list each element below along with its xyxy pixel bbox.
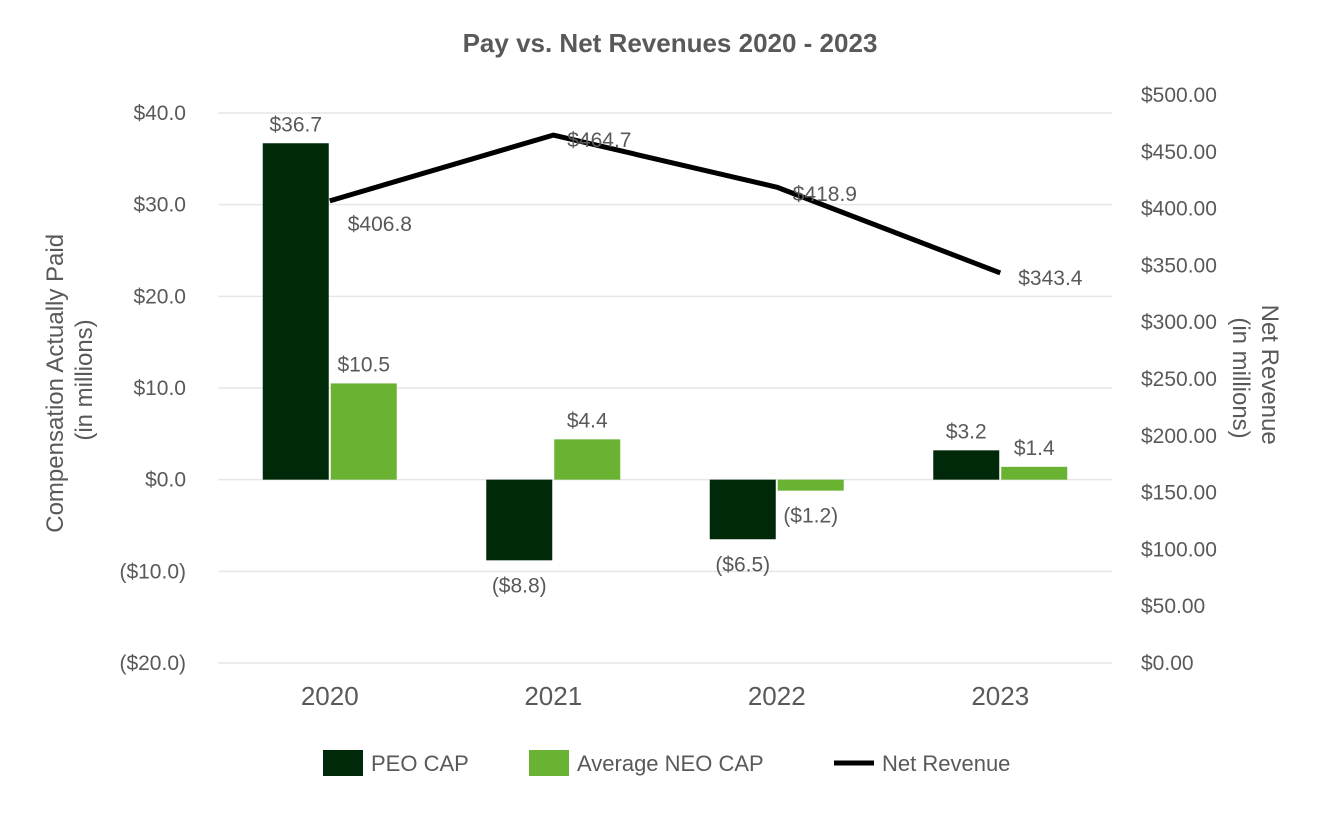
right-tick-label: $200.00 (1141, 425, 1217, 448)
line-data-label: $418.9 (793, 183, 857, 206)
left-tick-label: $0.0 (145, 469, 186, 492)
x-tick-label: 2023 (971, 681, 1029, 711)
bar (709, 479, 776, 540)
x-tick-label: 2020 (301, 681, 359, 711)
legend-label-neo: Average NEO CAP (577, 751, 764, 776)
right-tick-label: $100.00 (1141, 538, 1217, 561)
data-label: $36.7 (269, 113, 322, 136)
legend-label-revenue: Net Revenue (882, 751, 1010, 776)
left-tick-label: $30.0 (133, 194, 186, 217)
left-tick-label: $20.0 (133, 285, 186, 308)
line-data-label: $464.7 (567, 129, 631, 152)
legend: PEO CAP Average NEO CAP Net Revenue (323, 750, 1010, 776)
x-tick-label: 2022 (748, 681, 806, 711)
legend-label-peo: PEO CAP (371, 751, 469, 776)
right-tick-label: $0.00 (1141, 652, 1194, 675)
left-tick-label: $40.0 (133, 102, 186, 125)
net-revenue-line-group (329, 132, 1002, 276)
data-label: $10.5 (337, 353, 390, 376)
data-label: ($1.2) (783, 505, 838, 528)
x-tick-label: 2021 (524, 681, 582, 711)
x-axis-ticks: 2020 2021 2022 2023 (301, 681, 1029, 711)
bar (486, 479, 553, 561)
line-data-label: $343.4 (1018, 267, 1083, 290)
bar (933, 450, 1000, 480)
data-labels: $36.7 ($8.8) ($6.5) $3.2 $10.5 $4.4 ($1.2) $1.4… (269, 113, 1082, 597)
data-label: $4.4 (567, 409, 608, 432)
right-axis-label: Net Revenue (in millions) (1227, 305, 1283, 452)
right-tick-label: $300.00 (1141, 311, 1217, 334)
legend-swatch-neo (529, 750, 569, 776)
data-label: ($6.5) (715, 553, 770, 576)
left-tick-label: ($20.0) (119, 652, 186, 675)
right-tick-label: $450.00 (1141, 141, 1217, 164)
right-tick-label: $500.00 (1141, 84, 1217, 107)
legend-swatch-peo (323, 750, 363, 776)
left-tick-label: ($10.0) (119, 560, 186, 583)
bar (1001, 466, 1068, 480)
right-tick-label: $150.00 (1141, 482, 1217, 505)
data-label: $3.2 (946, 420, 987, 443)
bars (262, 143, 1068, 561)
data-label: ($8.8) (492, 574, 547, 597)
bar (554, 439, 621, 480)
left-tick-label: $10.0 (133, 377, 186, 400)
bar (777, 479, 844, 491)
data-label: $1.4 (1014, 437, 1055, 460)
left-axis-ticks: ($20.0) ($10.0) $0.0 $10.0 $20.0 $30.0 $40.0 (119, 102, 186, 675)
chart-title: Pay vs. Net Revenues 2020 - 2023 (463, 28, 878, 58)
net-revenue-line (329, 132, 1002, 276)
line-data-label: $406.8 (348, 213, 412, 236)
bar (262, 143, 329, 480)
right-tick-label: $400.00 (1141, 198, 1217, 221)
right-tick-label: $350.00 (1141, 254, 1217, 277)
right-axis-ticks: $0.00 $50.00 $100.00 $150.00 $200.00 $250.00 $… (1141, 84, 1217, 675)
bar (330, 383, 397, 480)
right-tick-label: $50.00 (1141, 595, 1205, 618)
right-tick-label: $250.00 (1141, 368, 1217, 391)
left-axis-label: Compensation Actually Paid (in millions) (42, 227, 98, 533)
